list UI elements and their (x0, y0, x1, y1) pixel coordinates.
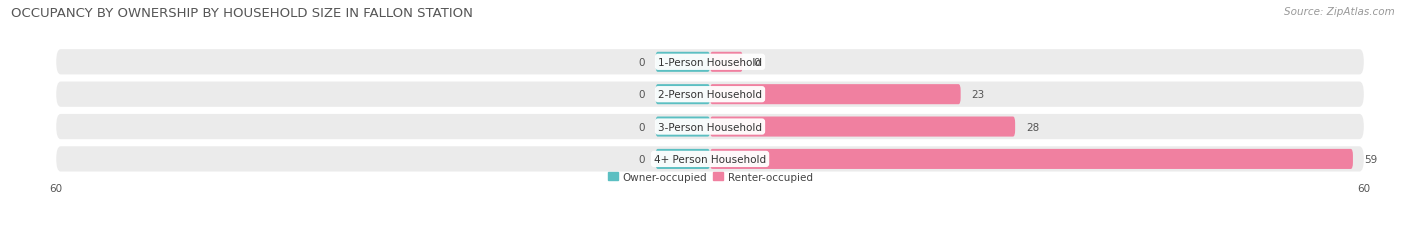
Text: 2-Person Household: 2-Person Household (658, 90, 762, 100)
FancyBboxPatch shape (655, 52, 710, 73)
Text: 0: 0 (638, 58, 644, 67)
Text: 0: 0 (638, 90, 644, 100)
Text: 23: 23 (972, 90, 984, 100)
FancyBboxPatch shape (56, 114, 1364, 140)
Text: 59: 59 (1364, 154, 1376, 164)
FancyBboxPatch shape (655, 149, 710, 169)
FancyBboxPatch shape (710, 85, 960, 105)
FancyBboxPatch shape (655, 85, 710, 105)
Text: 28: 28 (1026, 122, 1039, 132)
Legend: Owner-occupied, Renter-occupied: Owner-occupied, Renter-occupied (603, 168, 817, 186)
FancyBboxPatch shape (710, 117, 1015, 137)
Text: 0: 0 (638, 122, 644, 132)
FancyBboxPatch shape (710, 52, 742, 73)
FancyBboxPatch shape (56, 50, 1364, 75)
Text: 1-Person Household: 1-Person Household (658, 58, 762, 67)
FancyBboxPatch shape (655, 117, 710, 137)
Text: 0: 0 (754, 58, 761, 67)
FancyBboxPatch shape (710, 149, 1353, 169)
Text: 3-Person Household: 3-Person Household (658, 122, 762, 132)
Text: 4+ Person Household: 4+ Person Household (654, 154, 766, 164)
FancyBboxPatch shape (56, 82, 1364, 107)
FancyBboxPatch shape (56, 147, 1364, 172)
Text: OCCUPANCY BY OWNERSHIP BY HOUSEHOLD SIZE IN FALLON STATION: OCCUPANCY BY OWNERSHIP BY HOUSEHOLD SIZE… (11, 7, 474, 20)
Text: 0: 0 (638, 154, 644, 164)
Text: Source: ZipAtlas.com: Source: ZipAtlas.com (1284, 7, 1395, 17)
